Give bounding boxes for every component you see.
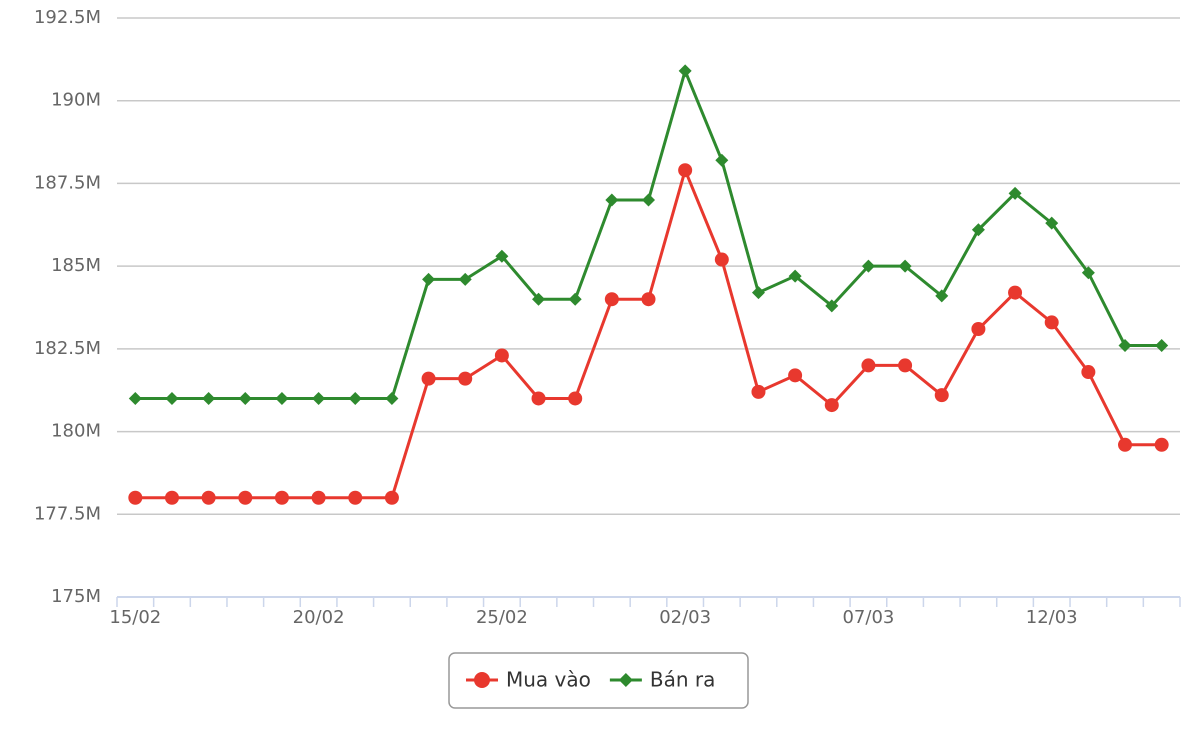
point: [604, 292, 619, 307]
point: [1008, 285, 1023, 300]
point: [458, 272, 472, 286]
legend-box: [448, 652, 749, 709]
point: [238, 490, 253, 505]
point: [788, 368, 803, 383]
y-tick-label: 182.5M: [34, 338, 101, 359]
y-tick-label: 180M: [51, 421, 101, 442]
point: [971, 322, 986, 337]
point: [348, 391, 362, 405]
y-tick-label: 185M: [51, 255, 101, 276]
point: [678, 163, 693, 178]
x-tick-label: 15/02: [109, 607, 161, 628]
x-tick-label: 20/02: [293, 607, 345, 628]
point: [788, 269, 802, 283]
point: [678, 64, 692, 78]
point: [312, 391, 326, 405]
point: [1081, 365, 1096, 380]
point: [458, 371, 473, 386]
point: [494, 348, 509, 363]
point: [495, 249, 509, 263]
legend-item[interactable]: Mua vào: [466, 668, 591, 692]
point: [898, 358, 913, 373]
legend-text: Mua vào: [506, 668, 591, 692]
point: [1118, 437, 1133, 452]
point: [201, 490, 216, 505]
point: [164, 490, 179, 505]
series-line: [135, 168, 1162, 500]
point: [384, 490, 399, 505]
x-tick-label: 25/02: [476, 607, 528, 628]
legend-text: Bán ra: [650, 668, 716, 692]
point: [1154, 437, 1169, 452]
point: [202, 391, 216, 405]
point: [274, 490, 289, 505]
x-tick-label: 12/03: [1026, 607, 1078, 628]
point: [825, 299, 839, 313]
point: [1081, 266, 1095, 280]
point: [861, 358, 876, 373]
legend: Mua vào Bán ra: [448, 652, 749, 709]
point: [311, 490, 326, 505]
legend-marker: [474, 672, 490, 688]
point: [568, 292, 582, 306]
point: [568, 391, 583, 406]
point: [714, 252, 729, 267]
point: [898, 259, 912, 273]
point: [1008, 186, 1022, 200]
point: [348, 490, 363, 505]
point: [715, 153, 729, 167]
point: [422, 272, 436, 286]
point: [238, 391, 252, 405]
legend-marker: [618, 673, 633, 687]
point: [531, 391, 546, 406]
point: [751, 286, 765, 300]
point: [824, 398, 839, 413]
x-tick-label: 07/03: [842, 607, 894, 628]
y-tick-label: 187.5M: [34, 172, 101, 193]
y-tick-label: 177.5M: [34, 503, 101, 524]
point: [1044, 315, 1059, 330]
point: [421, 371, 436, 386]
point: [935, 289, 949, 303]
point: [1045, 216, 1059, 230]
point: [165, 391, 179, 405]
y-tick-label: 192.5M: [34, 7, 101, 28]
point: [861, 259, 875, 273]
point: [934, 388, 949, 403]
point: [971, 223, 985, 237]
point: [641, 292, 656, 307]
point: [128, 391, 142, 405]
x-tick-label: 02/03: [659, 607, 711, 628]
point: [385, 391, 399, 405]
point: [751, 384, 766, 399]
legend-item[interactable]: Bán ra: [609, 668, 716, 692]
point: [1118, 339, 1132, 353]
point: [1155, 339, 1169, 353]
point: [605, 193, 619, 207]
point: [642, 193, 655, 207]
point: [275, 391, 289, 405]
y-tick-label: 175M: [51, 586, 101, 607]
point: [532, 292, 546, 306]
point: [128, 490, 143, 505]
y-tick-label: 190M: [51, 90, 101, 111]
